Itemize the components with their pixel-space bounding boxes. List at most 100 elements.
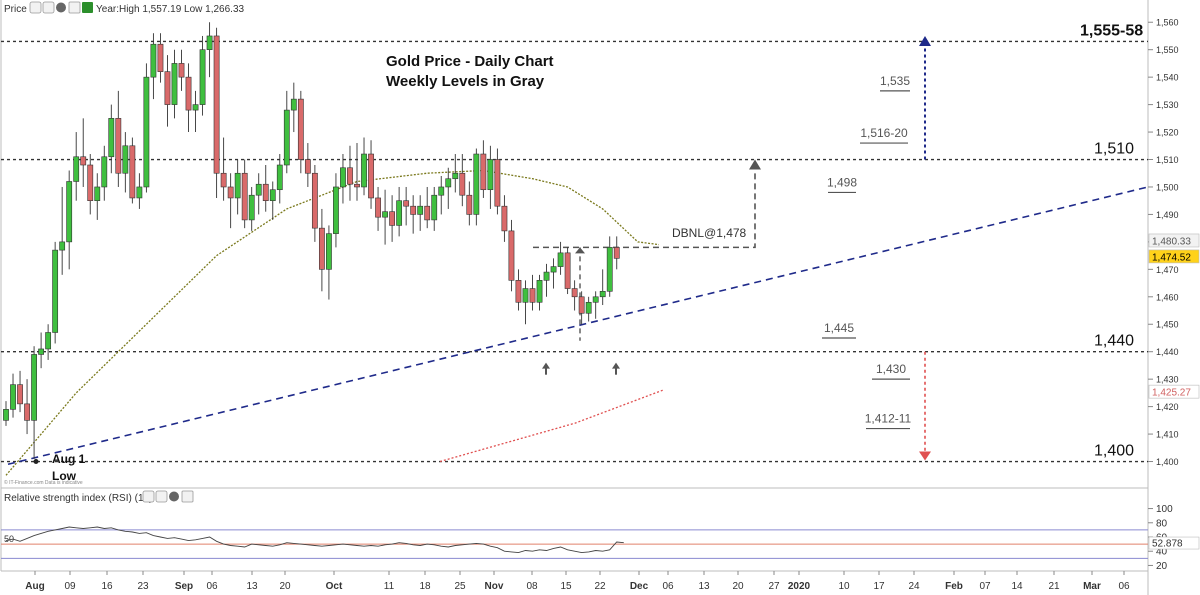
settings-icon[interactable]: [42, 1, 55, 14]
key-level-label: 1,400: [1094, 443, 1134, 460]
aug-low-marker: [33, 459, 39, 465]
candle-body: [136, 186, 143, 199]
x-tick-label: 23: [137, 581, 149, 592]
y-tick-label: 1,500: [1156, 182, 1179, 192]
candle-body: [108, 118, 115, 158]
x-tick-label: 24: [908, 581, 920, 592]
edit-icon[interactable]: [29, 1, 42, 14]
candle-body: [143, 76, 150, 188]
candle-body: [234, 172, 241, 199]
candle-body: [297, 98, 304, 160]
candle-body: [45, 332, 52, 350]
candle-body: [501, 205, 508, 232]
candle-body: [52, 249, 59, 333]
arrow-up-icon: [542, 362, 550, 369]
rsi-current-value: 52.878: [1152, 539, 1183, 550]
candles: [3, 22, 620, 459]
moving-averages: [5, 169, 664, 476]
x-tick-label: 20: [279, 581, 291, 592]
candle-body: [459, 172, 466, 196]
candle-body: [241, 172, 248, 221]
rsi-panel-label: Relative strength index (RSI) (14): [4, 493, 152, 504]
candle-body: [480, 153, 487, 191]
price-panel-label: Price: [4, 4, 27, 15]
key-level-label: 1,440: [1094, 333, 1134, 350]
candle-body: [276, 164, 283, 191]
arrow-down-icon: [919, 451, 931, 461]
x-tick-label: 21: [1048, 581, 1060, 592]
price-tag: [1148, 249, 1200, 264]
data-credit: © IT-Finance.com Data is indicative: [4, 479, 83, 486]
candle-body: [199, 49, 206, 105]
x-tick-label: 22: [594, 581, 606, 592]
rsi-edit-icon[interactable]: [142, 490, 155, 503]
rsi-tick-label: 20: [1156, 561, 1168, 572]
candle-body: [24, 403, 30, 421]
maximize-icon[interactable]: [68, 1, 81, 14]
candle-body: [262, 183, 269, 201]
x-tick-label: Mar: [1083, 581, 1101, 592]
x-tick-label: 08: [526, 581, 538, 592]
candle-body: [445, 178, 452, 188]
candle-body: [494, 159, 501, 207]
x-tick-label: 09: [64, 581, 76, 592]
candle-body: [318, 227, 325, 270]
weekly-level-label: 1,535: [880, 74, 910, 88]
arrow-up-icon: [612, 362, 620, 369]
x-tick-label: 14: [1011, 581, 1023, 592]
uptrend-line: [7, 186, 1149, 466]
x-tick-label: 11: [384, 581, 395, 592]
y-tick-label: 1,550: [1156, 45, 1179, 55]
key-level-label: 1,555-58: [1080, 22, 1143, 39]
y-tick-label: 1,530: [1156, 100, 1179, 110]
rsi-tick-label: 80: [1156, 518, 1168, 529]
x-tick-label: 20: [732, 581, 744, 592]
rsi-close-icon[interactable]: [169, 491, 179, 502]
y-tick-label: 1,420: [1156, 402, 1179, 412]
long-moving-average-line: [439, 389, 664, 463]
candle-body: [59, 241, 66, 251]
candle-body: [522, 288, 529, 303]
candle-body: [550, 266, 557, 273]
candle-body: [515, 280, 522, 303]
candle-body: [115, 118, 122, 174]
x-tick-label: 25: [454, 581, 466, 592]
weekly-level-label: 1,412-11: [865, 412, 912, 426]
x-tick-label: Oct: [326, 581, 343, 592]
candle-body: [375, 197, 381, 218]
candle-body: [220, 172, 227, 188]
rsi-settings-icon[interactable]: [155, 490, 168, 503]
x-tick-label: 2020: [788, 581, 811, 592]
candle-body: [3, 409, 9, 421]
key-levels: 1,555-58 1,510 1,440 1,400: [1, 22, 1148, 463]
x-tick-label: 13: [246, 581, 258, 592]
aug-low-label-line2: Low: [52, 469, 77, 483]
key-level-label: 1,510: [1094, 141, 1134, 158]
candle-body: [347, 167, 353, 185]
candle-body: [585, 301, 592, 314]
candle-body: [487, 159, 494, 191]
rsi-maximize-icon[interactable]: [181, 490, 194, 503]
x-tick-label: Sep: [175, 581, 193, 592]
price-tag-label: 1,425.27: [1152, 388, 1191, 399]
weekly-level-label: 1,516-20: [860, 126, 908, 140]
chart-title: Gold Price - Daily Chart: [386, 53, 554, 70]
candle-body: [178, 63, 185, 78]
candle-body: [38, 348, 44, 355]
candle-body: [129, 145, 136, 199]
arrow-up-icon: [575, 247, 585, 254]
y-tick-label: 1,440: [1156, 347, 1179, 357]
x-tick-label: 17: [873, 581, 885, 592]
candle-body: [438, 186, 445, 196]
x-tick-label: 06: [662, 581, 674, 592]
candle-body: [403, 200, 410, 207]
checkbox-icon[interactable]: [82, 2, 93, 13]
rsi-current-tag: [1148, 536, 1200, 550]
candle-body: [94, 186, 101, 201]
dbnl-label: DBNL@1,478: [672, 226, 747, 240]
x-tick-label: 07: [979, 581, 991, 592]
y-tick-label: 1,400: [1156, 457, 1179, 467]
x-tick-label: Dec: [630, 581, 649, 592]
close-icon[interactable]: [56, 2, 66, 13]
